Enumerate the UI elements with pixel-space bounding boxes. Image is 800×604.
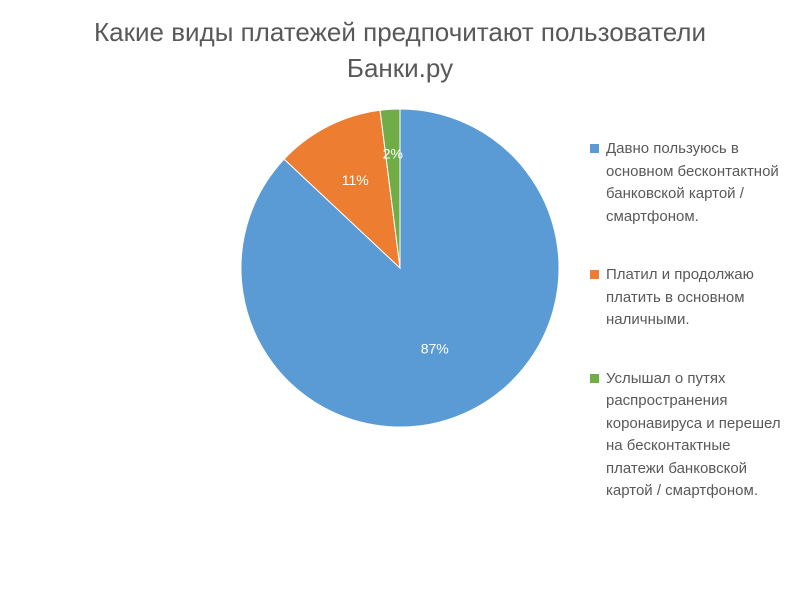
legend-label-line: банковской картой /: [606, 185, 744, 202]
chart-legend: Давно пользуюсь в основном бесконтактной б…: [590, 138, 800, 539]
legend-swatch-3: [590, 373, 599, 383]
legend-item-2: Платил и продолжаю платить в основном нали…: [590, 264, 800, 332]
legend-label-line: наличными.: [606, 311, 690, 328]
data-label-1: 87%: [421, 340, 449, 356]
data-label-2: 11%: [342, 172, 369, 188]
legend-label-line: Услышал о путях: [606, 369, 726, 387]
legend-item-3: Услышал о путях распространения коронавиру…: [590, 368, 800, 503]
legend-label-line: на бесконтактные: [606, 437, 731, 454]
legend-swatch-1: [590, 144, 599, 153]
data-label-3: 2%: [383, 146, 403, 162]
chart-title-line-2: Банки.ру: [346, 53, 454, 83]
legend-label-line: коронавируса и перешел: [606, 414, 781, 432]
chart-title: Какие виды платежей предпочитают пользов…: [60, 14, 740, 86]
legend-label-line: смартфоном.: [606, 207, 699, 225]
legend-swatch-2: [590, 270, 599, 279]
legend-label-line: платить в основном: [606, 288, 745, 306]
legend-label-line: Давно пользуюсь в: [606, 140, 739, 157]
legend-label-line: распространения: [606, 392, 728, 409]
pie-slice-3: [379, 108, 401, 269]
legend-label-line: основном бесконтактной: [606, 162, 779, 180]
legend-label-line: картой / смартфоном.: [606, 482, 758, 499]
legend-label-line: Платил и продолжаю: [606, 266, 754, 283]
pie-data-labels: 87% 11% 2%: [342, 146, 449, 357]
legend-item-1: Давно пользуюсь в основном бесконтактной б…: [590, 138, 800, 228]
pie-slices: [240, 108, 560, 428]
pie-slice-2: [283, 109, 401, 270]
chart-title-line-1: Какие виды платежей предпочитают пользов…: [94, 17, 706, 47]
legend-label-line: платежи банковской: [606, 459, 748, 477]
